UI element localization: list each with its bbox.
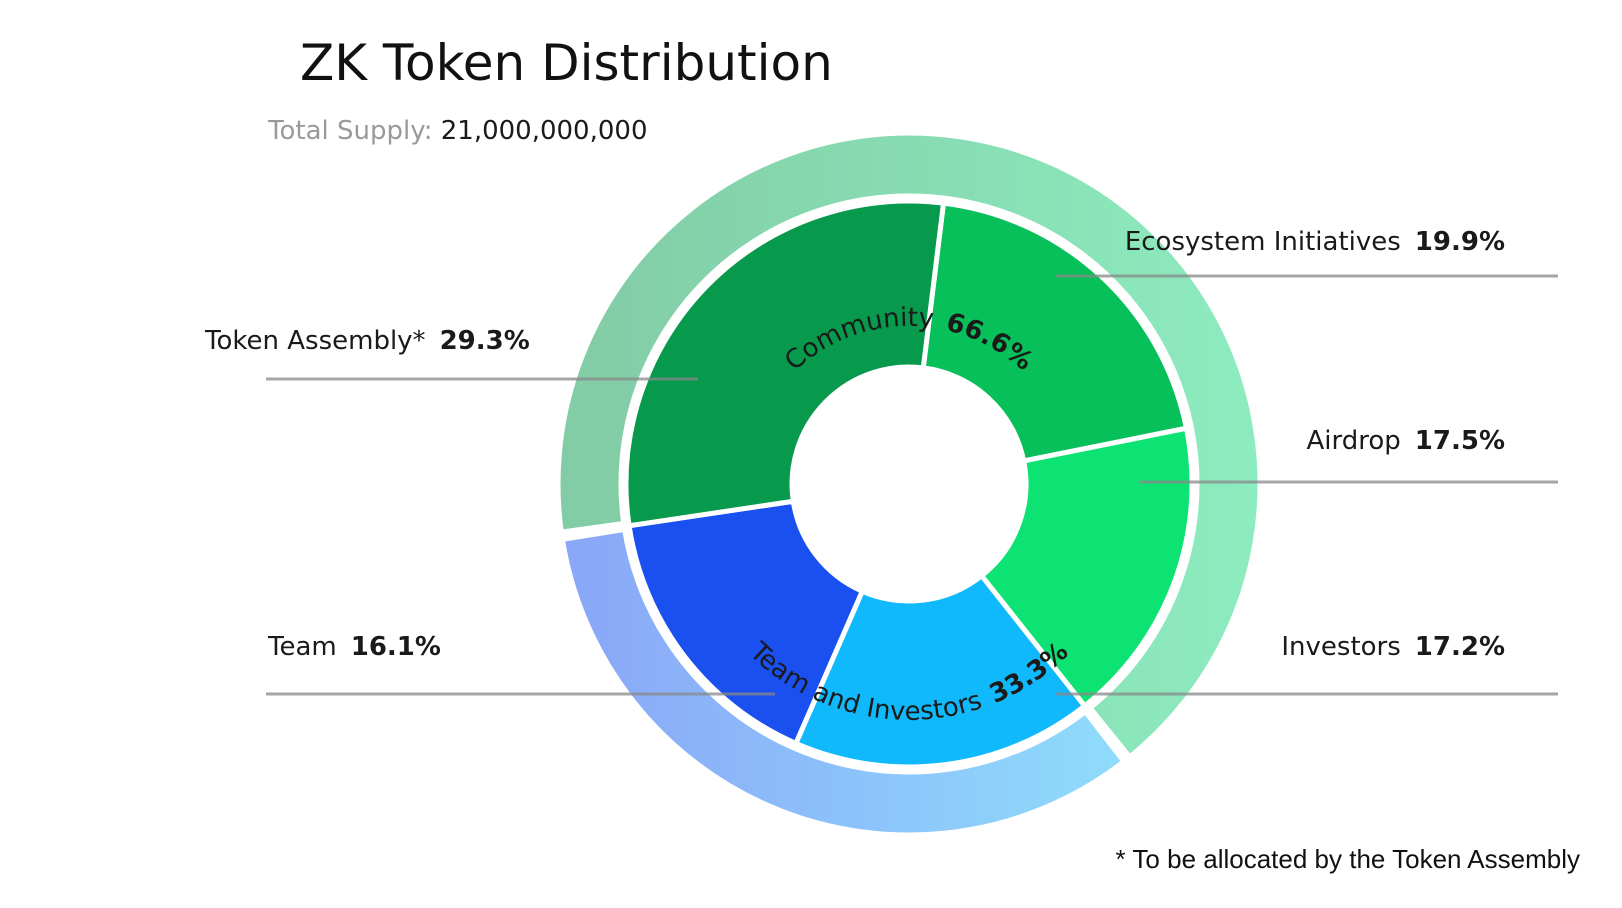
slice-label-percent: 16.1% <box>350 632 441 662</box>
chart-title: ZK Token Distribution <box>300 34 833 92</box>
slice-label-percent: 29.3% <box>439 326 530 356</box>
inner-donut <box>623 198 1195 770</box>
total-supply-value: 21,000,000,000 <box>440 116 648 146</box>
outer-ring-team-and-investors <box>559 526 1128 838</box>
total-supply: Total Supply: 21,000,000,000 <box>268 116 648 146</box>
donut-slice-ecosystem-initiatives <box>920 200 1189 464</box>
slice-label-name: Airdrop <box>1306 426 1401 456</box>
slice-label-name: Token Assembly* <box>205 326 426 356</box>
slice-label-token-assembly: Token Assembly* 29.3% <box>205 326 530 356</box>
donut-slice-airdrop <box>979 425 1195 709</box>
donut-slice-team <box>626 498 865 746</box>
slice-label-team: Team 16.1% <box>268 632 441 662</box>
slice-label-investors: Investors 17.2% <box>1281 632 1505 662</box>
slice-label-name: Ecosystem Initiatives <box>1124 227 1401 257</box>
slice-label-airdrop: Airdrop 17.5% <box>1307 426 1505 456</box>
donut-slice-token-assembly <box>623 198 946 529</box>
slice-label-percent: 17.5% <box>1414 426 1505 456</box>
donut-slice-investors <box>793 573 1088 770</box>
slice-label-percent: 17.2% <box>1414 632 1505 662</box>
total-supply-label: Total Supply: <box>268 116 433 146</box>
leader-lines <box>266 274 1558 696</box>
slice-label-percent: 19.9% <box>1414 227 1505 257</box>
slice-label-name: Investors <box>1281 632 1401 662</box>
footnote: * To be allocated by the Token Assembly <box>1115 844 1580 874</box>
slice-label-ecosystem-initiatives: Ecosystem Initiatives 19.9% <box>1125 227 1505 257</box>
slice-label-name: Team <box>268 632 337 662</box>
